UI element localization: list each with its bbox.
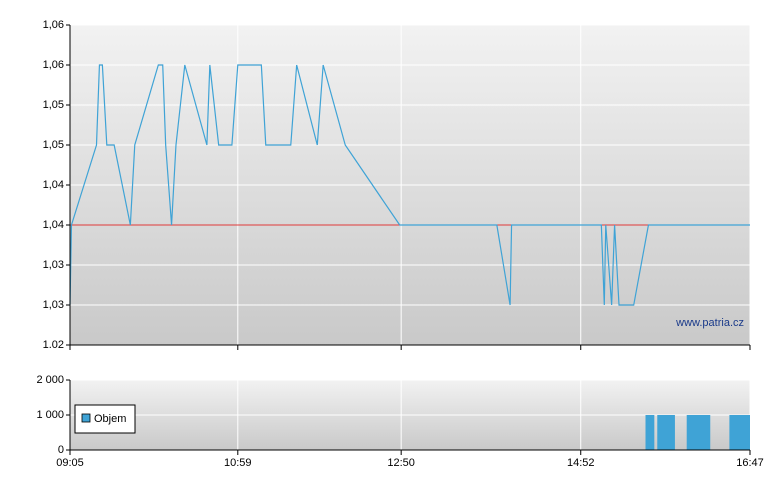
x-tick-label: 09:05 [56,457,84,469]
y-tick-label: 1,06 [43,59,64,71]
watermark: www.patria.cz [675,317,744,329]
x-tick-label: 10:59 [224,457,252,469]
y-tick-label: 1,03 [43,259,64,271]
legend: Objem [74,404,136,434]
y-tick-label: 1,05 [43,139,64,151]
y-tick-label: 1,03 [43,299,64,311]
volume-bar [657,415,675,450]
volume-bar [645,415,655,450]
y-tick-label: 1,06 [43,19,64,31]
legend-label: Objem [94,413,126,425]
y-tick-label: 0 [58,444,64,456]
legend-swatch [81,413,91,423]
y-tick-label: 1.02 [43,339,64,351]
y-tick-label: 1,04 [43,219,64,231]
x-tick-label: 14:52 [567,457,595,469]
y-tick-label: 1 000 [36,409,64,421]
price-line [69,64,750,306]
y-tick-label: 1,04 [43,179,64,191]
y-tick-label: 1,05 [43,99,64,111]
volume-bar [729,415,750,450]
x-tick-label: 16:47 [736,457,764,469]
y-tick-label: 2 000 [36,374,64,386]
volume-bar [686,415,711,450]
x-tick-label: 12:50 [387,457,415,469]
